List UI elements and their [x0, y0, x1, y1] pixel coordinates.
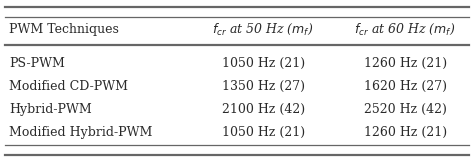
- Text: 1350 Hz (27): 1350 Hz (27): [221, 80, 305, 93]
- Text: 1620 Hz (27): 1620 Hz (27): [364, 80, 447, 93]
- Text: 2520 Hz (42): 2520 Hz (42): [364, 103, 447, 116]
- Text: 2100 Hz (42): 2100 Hz (42): [221, 103, 305, 116]
- Text: PS-PWM: PS-PWM: [9, 57, 65, 70]
- Text: Modified Hybrid-PWM: Modified Hybrid-PWM: [9, 126, 153, 139]
- Text: 1260 Hz (21): 1260 Hz (21): [364, 126, 447, 139]
- Text: PWM Techniques: PWM Techniques: [9, 23, 119, 36]
- Text: $f_{cr}$ at 60 Hz ($m_f$): $f_{cr}$ at 60 Hz ($m_f$): [355, 22, 456, 37]
- Text: Modified CD-PWM: Modified CD-PWM: [9, 80, 128, 93]
- Text: Hybrid-PWM: Hybrid-PWM: [9, 103, 92, 116]
- Text: 1260 Hz (21): 1260 Hz (21): [364, 57, 447, 70]
- Text: 1050 Hz (21): 1050 Hz (21): [221, 126, 305, 139]
- Text: $f_{cr}$ at 50 Hz ($m_f$): $f_{cr}$ at 50 Hz ($m_f$): [212, 22, 314, 37]
- Text: 1050 Hz (21): 1050 Hz (21): [221, 57, 305, 70]
